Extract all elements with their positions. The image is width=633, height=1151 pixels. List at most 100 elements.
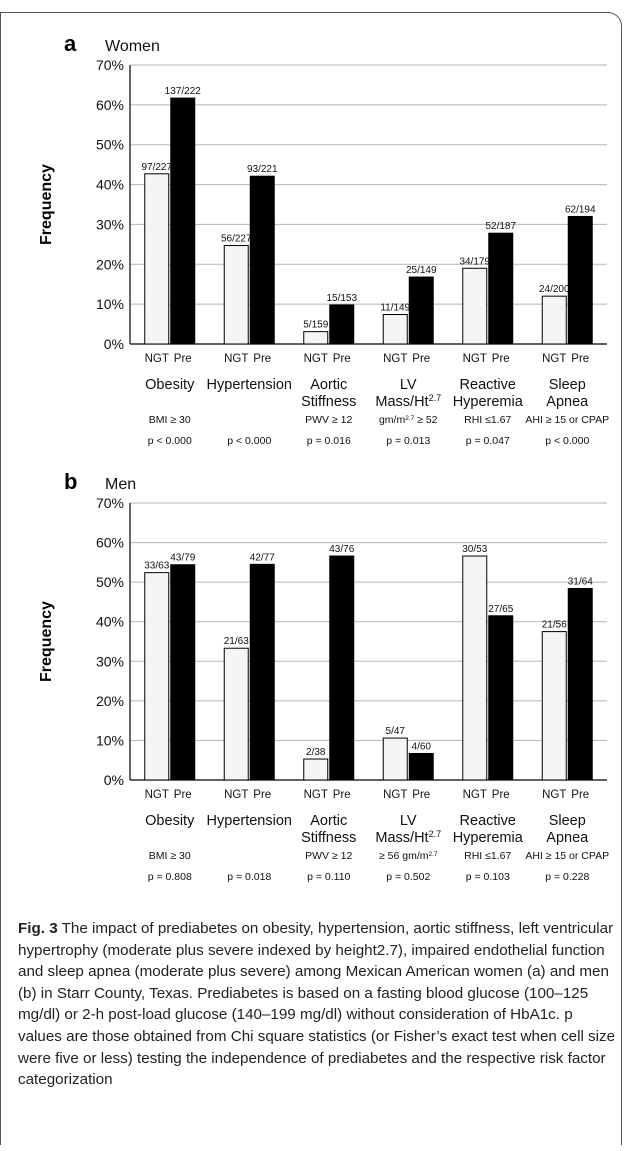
category-label: Sleep	[549, 377, 586, 393]
bar-data-label: 137/222	[165, 86, 202, 97]
bar-group-label: NGT	[304, 353, 328, 365]
bar-ngt	[303, 331, 329, 345]
p-value-label: p = 0.228	[545, 871, 589, 883]
bar-group-label: NGT	[542, 353, 566, 365]
bar-data-label: 43/76	[329, 544, 354, 555]
p-value-label: p = 0.103	[466, 871, 510, 883]
bar-data-label: 93/221	[247, 164, 278, 175]
bar-data-label: 2/38	[306, 747, 326, 758]
caption-text: The impact of prediabetes on obesity, hy…	[18, 920, 616, 1089]
category-criterion: PWV ≥ 12	[305, 414, 352, 426]
figure-frame	[0, 12, 622, 1145]
category-label: Hypertension	[207, 377, 292, 393]
bar-group-label: Pre	[412, 789, 430, 801]
bar-pre	[567, 587, 593, 781]
y-axis-label: Frequency	[38, 164, 55, 245]
category-label: Aortic	[310, 813, 347, 829]
bar-data-label: 43/79	[170, 553, 195, 564]
category-label: Obesity	[145, 813, 195, 829]
category-label: Apnea	[546, 830, 589, 846]
y-tick-label: 30%	[96, 653, 124, 669]
bar-data-label: 31/64	[568, 576, 593, 587]
y-tick-label: 60%	[96, 535, 124, 551]
bar-data-label: 30/53	[462, 544, 487, 555]
bar-data-label: 11/149	[380, 303, 410, 314]
bar-group-label: Pre	[492, 353, 510, 365]
p-value-label: p = 0.047	[466, 435, 510, 447]
bar-group-label: NGT	[542, 789, 566, 801]
category-label: Mass/Ht2.7	[375, 393, 441, 410]
bar-group-label: Pre	[412, 353, 430, 365]
y-tick-label: 40%	[96, 614, 124, 630]
category-label: Reactive	[460, 377, 516, 393]
bar-data-label: 56/227	[221, 234, 252, 245]
category-label: Reactive	[460, 813, 516, 829]
bar-group-label: NGT	[145, 789, 169, 801]
bar-group-label: Pre	[571, 789, 589, 801]
bar-data-label: 34/179	[459, 256, 490, 267]
figure-caption: Fig. 3 The impact of prediabetes on obes…	[18, 918, 618, 1091]
bar-data-label: 24/200	[539, 284, 570, 295]
bar-group-label: NGT	[463, 353, 487, 365]
bar-data-label: 42/77	[250, 552, 275, 563]
category-criterion: PWV ≥ 12	[305, 850, 352, 862]
bar-group-label: Pre	[253, 353, 271, 365]
category-label: Apnea	[546, 394, 589, 410]
bar-pre	[567, 215, 593, 345]
p-value-label: p < 0.000	[545, 435, 589, 447]
bar-data-label: 4/60	[412, 741, 432, 752]
bar-data-label: 62/194	[565, 204, 596, 215]
category-label: Stiffness	[301, 394, 356, 410]
category-label: LV	[400, 377, 417, 393]
bar-group-label: Pre	[253, 789, 271, 801]
bar-group-label: NGT	[224, 353, 248, 365]
panel-letter: b	[64, 469, 77, 494]
panel-a-women-chart: a Women 0% 10% 20% 30% 40% 50% 60% 70% Frequency 97…	[38, 31, 609, 447]
category-label: Obesity	[145, 377, 195, 393]
bar-group-label: Pre	[492, 789, 510, 801]
bar-group-label: Pre	[571, 353, 589, 365]
bar-group-label: NGT	[383, 789, 407, 801]
y-tick-label: 20%	[96, 256, 124, 272]
p-value-label: p < 0.000	[227, 435, 271, 447]
bar-pre	[329, 304, 355, 345]
category-label: LV	[400, 813, 417, 829]
y-tick-label: 10%	[96, 732, 124, 748]
category-criterion: gm/m2.7 ≥ 52	[379, 414, 438, 426]
bar-pre	[408, 276, 434, 345]
category-criterion: AHI ≥ 15 or CPAP	[525, 850, 609, 862]
p-value-label: p = 0.016	[307, 435, 351, 447]
category-label: Hyperemia	[453, 394, 524, 410]
caption-label: Fig. 3	[18, 920, 58, 937]
bar-data-label: 52/187	[485, 221, 516, 232]
bar-ngt	[144, 572, 170, 781]
category-criterion: ≥ 56 gm/m2.7	[379, 850, 438, 862]
bar-pre	[488, 232, 514, 345]
bar-ngt	[223, 245, 249, 345]
y-axis-label: Frequency	[38, 601, 55, 682]
panel-letter: a	[64, 31, 77, 56]
category-criterion: RHI ≤1.67	[464, 414, 511, 426]
category-label: Stiffness	[301, 830, 356, 846]
bar-group-label: NGT	[383, 353, 407, 365]
p-value-label: p < 0.000	[148, 435, 192, 447]
y-tick-label: 0%	[104, 336, 124, 352]
chart-title: Women	[105, 38, 160, 55]
category-label: Hypertension	[207, 813, 292, 829]
category-label: Hyperemia	[453, 830, 524, 846]
bar-group-label: NGT	[304, 789, 328, 801]
y-tick-label: 50%	[96, 574, 124, 590]
bar-data-label: 25/149	[406, 265, 437, 276]
bar-data-label: 97/227	[141, 162, 172, 173]
category-label: Sleep	[549, 813, 586, 829]
bar-data-label: 5/159	[303, 320, 328, 331]
p-value-label: p = 0.808	[148, 871, 192, 883]
p-value-label: p = 0.018	[227, 871, 271, 883]
bar-ngt	[462, 267, 488, 345]
bar-data-label: 21/56	[542, 620, 567, 631]
bar-data-label: 27/65	[488, 604, 513, 615]
y-tick-label: 50%	[96, 137, 124, 153]
bar-group-label: Pre	[174, 353, 192, 365]
bar-pre	[329, 555, 355, 781]
